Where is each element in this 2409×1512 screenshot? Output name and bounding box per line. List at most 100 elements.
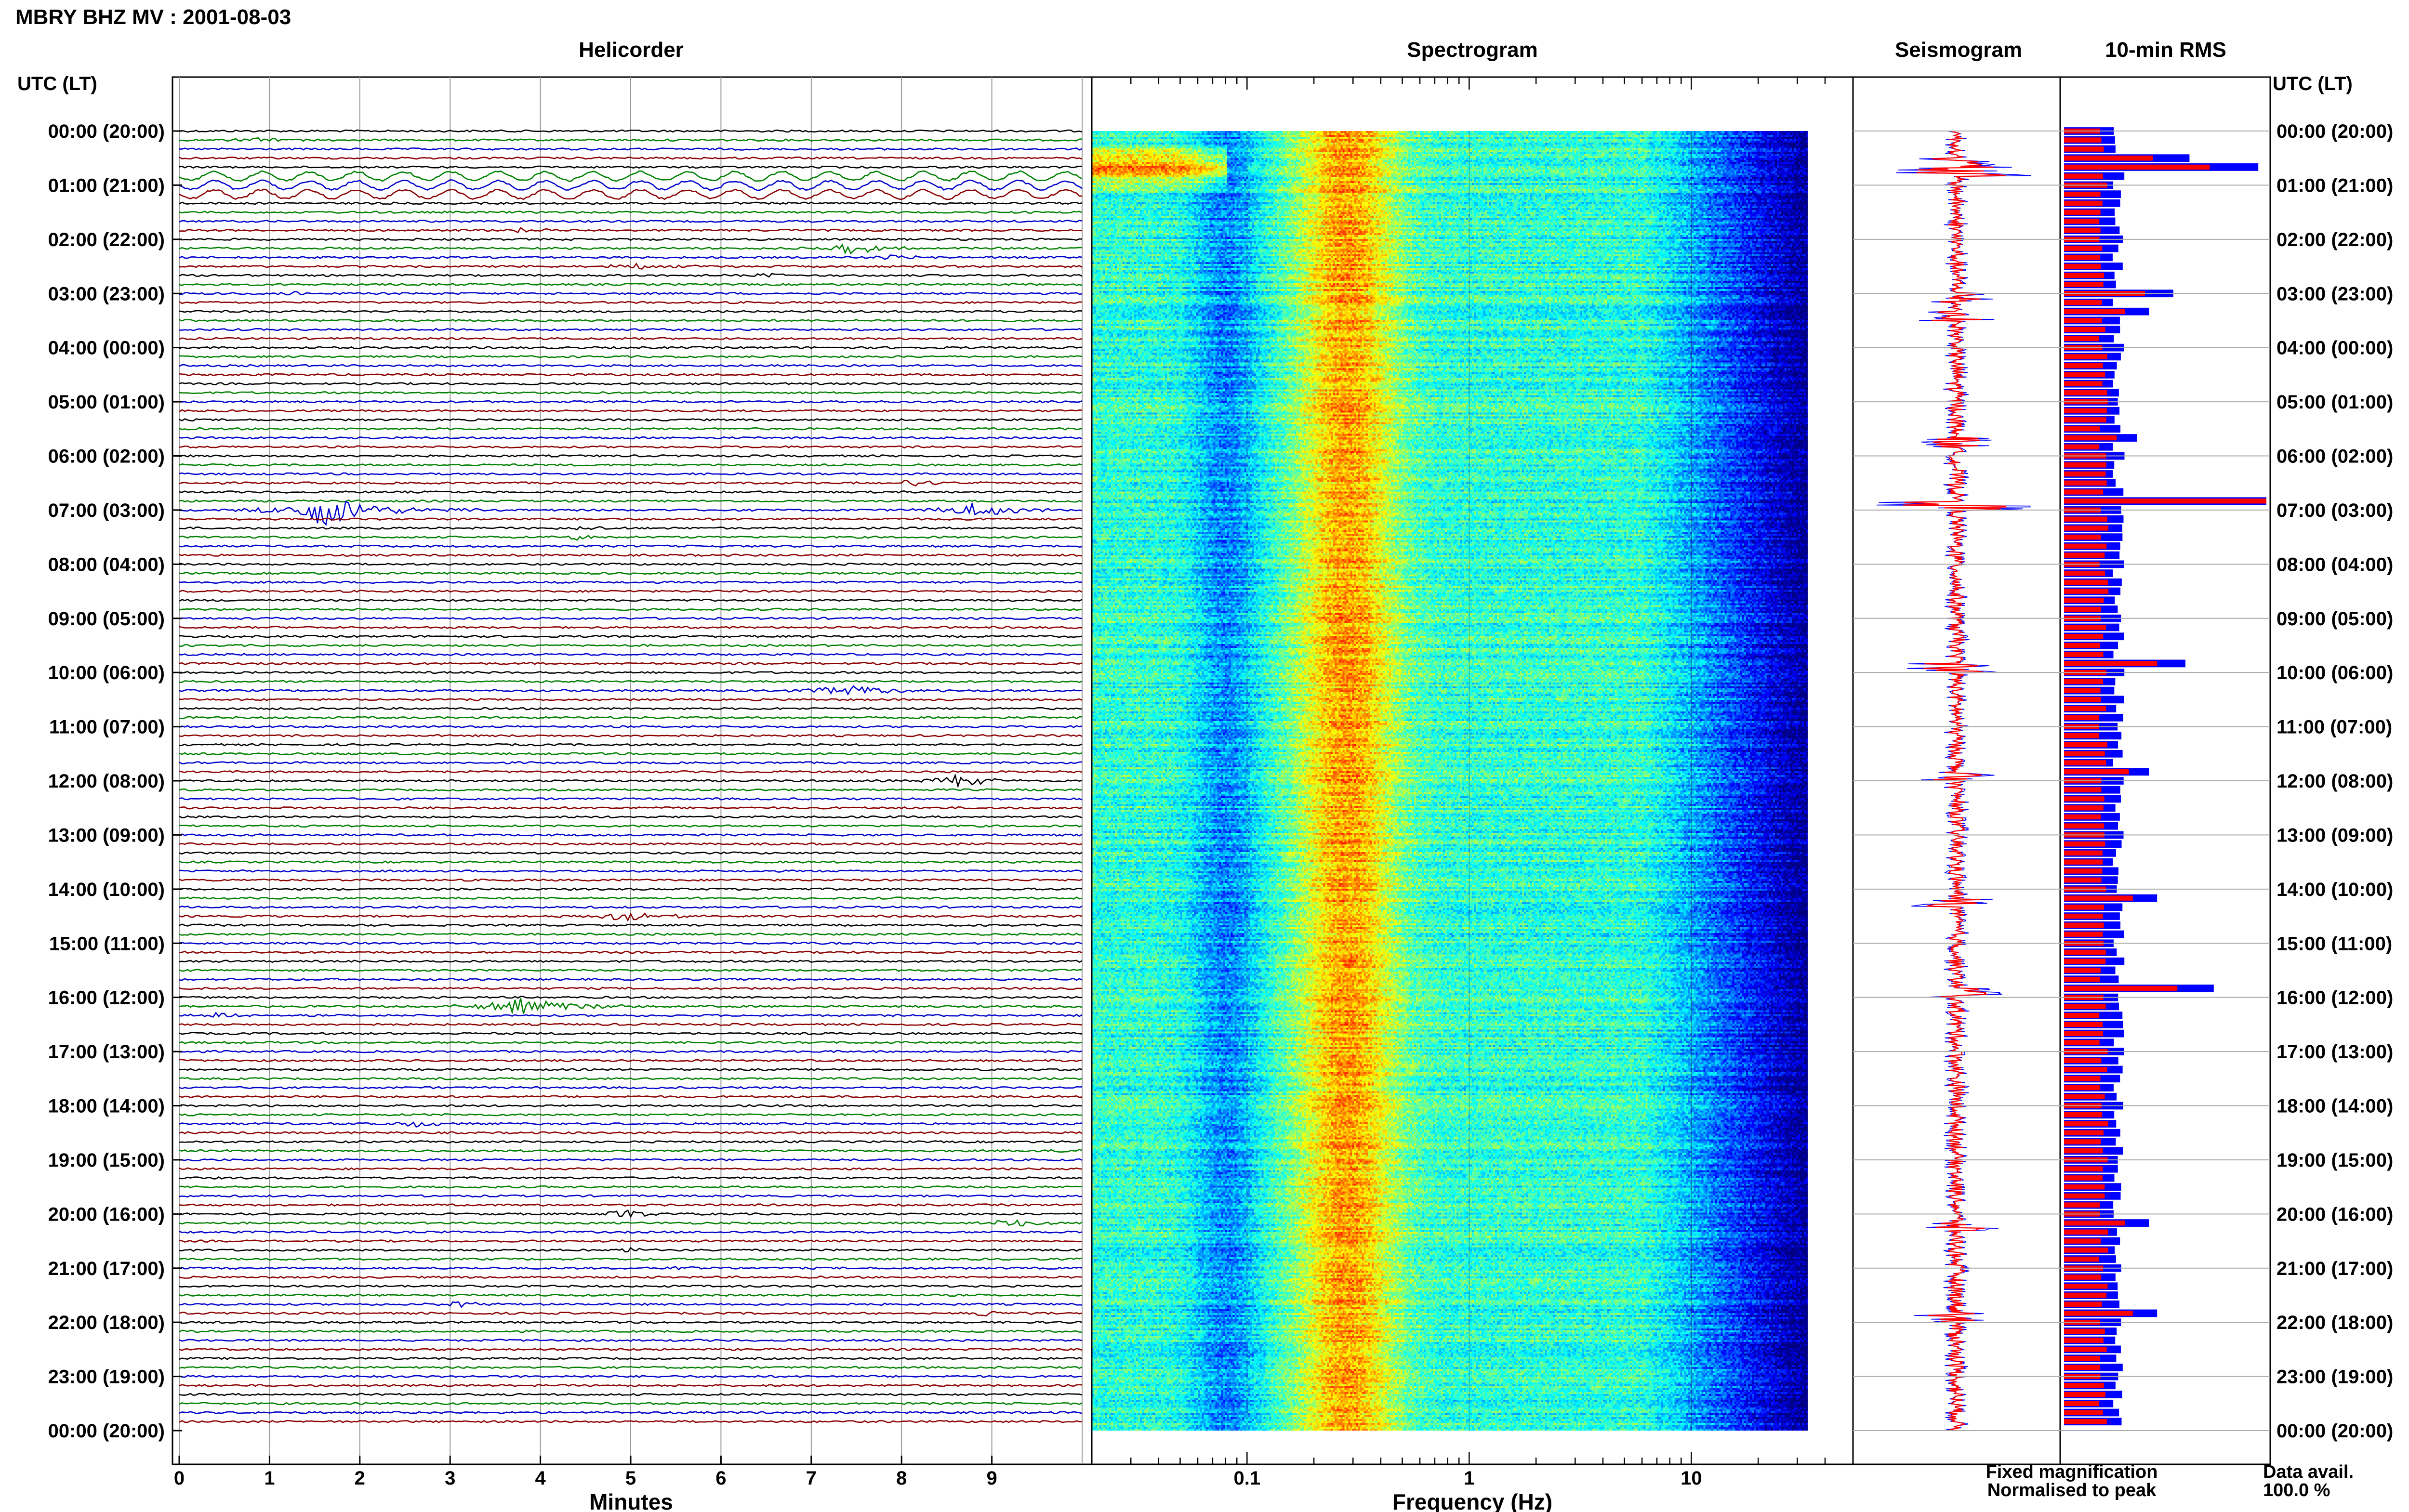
helicorder-trace	[179, 912, 1083, 922]
helicorder-trace	[179, 1032, 1083, 1036]
rms-bar-normalised	[2064, 381, 2103, 386]
rms-bar-normalised	[2064, 1175, 2103, 1181]
helicorder-trace	[179, 653, 1083, 657]
helicorder-trace	[179, 1050, 1083, 1053]
helicorder-trace	[179, 1203, 1083, 1207]
helicorder-trace	[179, 1339, 1083, 1342]
minute-tick-label: 0	[174, 1468, 185, 1489]
rms-bar-normalised	[2064, 137, 2102, 143]
time-label-right: 11:00 (07:00)	[2277, 717, 2392, 738]
helicorder-trace	[179, 571, 1083, 575]
helicorder-trace	[179, 1077, 1083, 1080]
rms-bar-normalised	[2064, 805, 2104, 811]
rms-bar-normalised	[2064, 895, 2133, 901]
rms-bar-normalised	[2064, 552, 2105, 558]
helicorder-trace	[179, 346, 1082, 350]
rms-bar-normalised	[2064, 1355, 2100, 1361]
rms-bar-normalised	[2064, 273, 2105, 278]
helicorder-trace	[179, 1247, 1083, 1253]
freq-tick-label: 10	[1681, 1468, 1702, 1489]
helicorder-trace	[179, 851, 1083, 855]
rms-bar-normalised	[2064, 868, 2103, 874]
helicorder-trace	[179, 400, 1083, 404]
helicorder-trace	[179, 896, 1083, 900]
rms-bar-normalised	[2064, 625, 2106, 630]
helicorder-trace	[179, 1329, 1082, 1333]
helicorder-trace	[179, 1411, 1083, 1414]
helicorder-trace	[179, 1068, 1083, 1072]
rms-bar-normalised	[2064, 263, 2101, 269]
rms-bar-normalised	[2064, 1004, 2106, 1009]
helicorder-trace	[179, 499, 1083, 503]
helicorder-trace	[179, 878, 1083, 882]
helicorder-trace	[179, 860, 1083, 864]
helicorder-trace	[179, 562, 1083, 566]
rms-bar-normalised	[2064, 210, 2101, 215]
helicorder-trace	[179, 328, 1083, 331]
rms-bar-normalised	[2064, 1031, 2103, 1036]
rms-bar-normalised	[2064, 1302, 2102, 1307]
helicorder-trace	[179, 517, 1083, 521]
rms-bar-normalised	[2064, 354, 2107, 359]
time-label-left: 04:00 (00:00)	[48, 338, 165, 359]
helicorder-trace	[179, 1176, 1083, 1180]
rms-bar-normalised	[2064, 733, 2099, 738]
helicorder-trace	[179, 319, 1083, 322]
rms-bar-normalised	[2064, 1311, 2133, 1316]
minute-tick-label: 1	[264, 1468, 275, 1489]
helicorder-trace	[179, 156, 1083, 160]
rms-bar-normalised	[2064, 164, 2210, 170]
helicorder-trace	[179, 147, 1083, 151]
helicorder-trace	[179, 1040, 1083, 1044]
helicorder-trace	[179, 129, 1083, 133]
helicorder-trace	[179, 1320, 1083, 1324]
rms-bar-normalised	[2064, 1148, 2103, 1154]
helicorder-trace	[179, 1366, 1083, 1369]
helicorder-trace	[179, 644, 1083, 647]
legend-normalised: Normalised to peak	[1987, 1480, 2157, 1500]
helicorder-trace	[179, 179, 1083, 191]
minute-tick-label: 3	[445, 1468, 455, 1489]
helicorder-trace	[179, 743, 1083, 747]
rms-bar-normalised	[2064, 1338, 2104, 1343]
time-label-left: 01:00 (21:00)	[48, 175, 165, 196]
minute-tick-label: 5	[625, 1468, 636, 1489]
helicorder-trace	[179, 427, 1083, 431]
rms-bar-normalised	[2064, 949, 2106, 955]
time-label-right: 18:00 (14:00)	[2277, 1096, 2393, 1117]
time-label-right: 00:00 (20:00)	[2277, 1420, 2393, 1442]
frequency-axis: 0.1 1 10	[1091, 77, 1826, 1489]
time-label-left: 17:00 (13:00)	[48, 1041, 165, 1063]
rms-bar-normalised	[2064, 606, 2101, 612]
helicorder-trace	[179, 806, 1083, 810]
helicorder-trace	[179, 734, 1083, 737]
rms-bar-normalised	[2064, 390, 2107, 395]
helicorder-trace	[179, 490, 1083, 494]
helicorder-trace	[179, 337, 1083, 341]
helicorder-trace	[179, 580, 1083, 584]
rms-bar-normalised	[2064, 534, 2102, 540]
frequency-axis-label: Frequency (Hz)	[1392, 1489, 1552, 1512]
time-label-right: 21:00 (17:00)	[2277, 1258, 2393, 1279]
rms-bar-normalised	[2064, 417, 2106, 422]
helicorder-trace	[179, 1230, 1083, 1234]
rms-bar-normalised	[2064, 1076, 2101, 1081]
helicorder-trace	[179, 626, 1083, 630]
helicorder-trace	[179, 1113, 1083, 1117]
helicorder-trace	[179, 544, 1083, 548]
rms-bar-normalised	[2064, 1022, 2103, 1027]
rms-bar-normalised	[2064, 913, 2103, 919]
time-label-right: 19:00 (15:00)	[2277, 1150, 2393, 1171]
rms-bar-normalised	[2064, 1112, 2103, 1118]
availability-label: Data avail.	[2263, 1462, 2354, 1482]
rms-bar-normalised	[2064, 760, 2106, 765]
availability-value: 100.0 %	[2263, 1480, 2330, 1500]
rms-bar-normalised	[2064, 327, 2105, 332]
minute-tick-label: 7	[806, 1468, 817, 1489]
rms-bar-normalised	[2064, 1419, 2107, 1424]
helicorder-trace	[179, 1347, 1083, 1351]
rms-bar-normalised	[2064, 1012, 2100, 1018]
rms-bar-normalised	[2064, 959, 2106, 964]
time-label-left: 02:00 (22:00)	[48, 229, 165, 250]
helicorder-trace	[179, 661, 1083, 665]
